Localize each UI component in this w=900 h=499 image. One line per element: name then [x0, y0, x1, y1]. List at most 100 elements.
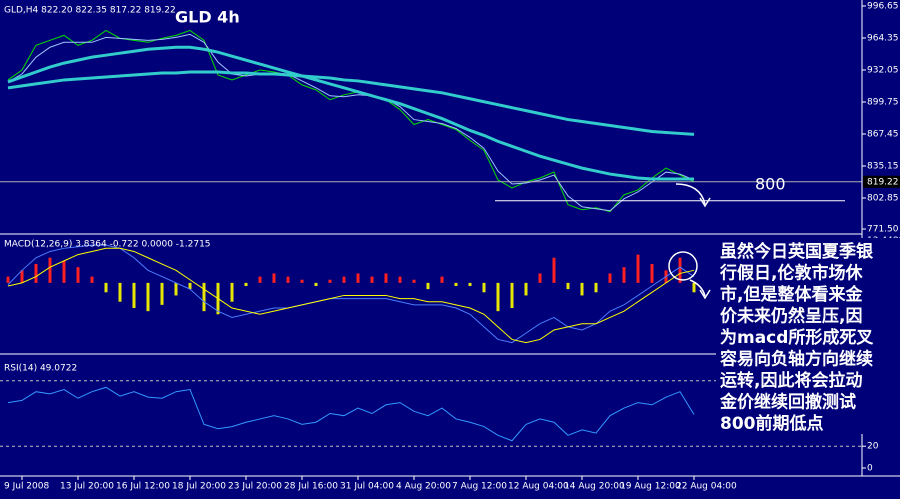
series-line	[7, 45, 694, 181]
histogram-bar	[118, 282, 122, 302]
histogram-bar	[160, 282, 164, 305]
annotation-line: 为macd所形成死叉	[720, 327, 874, 348]
histogram-bar	[34, 264, 38, 283]
histogram-bar	[342, 276, 346, 283]
histogram-bar	[356, 273, 360, 283]
x-tick-label: 31 Jul 04:00	[340, 482, 394, 492]
y-tick-label: 932.05	[867, 65, 899, 75]
arrow	[689, 279, 706, 297]
histogram-bar	[426, 282, 430, 290]
circle	[668, 251, 698, 281]
histogram-bar	[636, 254, 640, 283]
chart-title: GLD 4h	[175, 8, 240, 27]
series-line	[7, 244, 695, 344]
histogram-bar	[622, 267, 626, 283]
histogram-bar	[594, 282, 598, 293]
annotation-line: 行假日,伦敦市场休	[719, 263, 863, 284]
histogram-bar	[650, 264, 654, 283]
histogram-bar	[20, 270, 24, 283]
x-tick-label: 7 Aug 12:00	[452, 482, 507, 492]
header: RSI(14) 49.0722	[4, 364, 77, 374]
histogram-bar	[454, 282, 458, 287]
annotation-line: 价未来仍然呈压,因	[720, 306, 862, 327]
header: GLD,H4 822.20 822.35 817.22 819.22	[4, 6, 176, 16]
histogram-bar	[272, 273, 276, 283]
histogram-bar	[692, 282, 696, 293]
histogram-bar	[482, 282, 486, 293]
x-tick-label: 23 Jul 20:00	[228, 482, 282, 492]
histogram-bar	[552, 257, 556, 283]
histogram-bar	[678, 257, 682, 283]
x-tick-label: 18 Jul 20:00	[172, 482, 226, 492]
histogram-bar	[300, 279, 304, 283]
histogram-bar	[538, 273, 542, 283]
x-tick-label: 16 Jul 12:00	[116, 482, 170, 492]
x-tick-label: 28 Jul 16:00	[284, 482, 338, 492]
annotation-line: 运转,因此将会拉动	[720, 370, 862, 391]
histogram-bar	[174, 282, 178, 296]
support-label: 800	[755, 174, 786, 193]
x-tick-label: 12 Aug 04:00	[508, 482, 569, 492]
y-tick-label: 964.35	[867, 33, 899, 43]
plot	[0, 29, 862, 447]
histogram-bar	[398, 276, 402, 283]
histogram-bar	[524, 282, 528, 296]
y-tick-label: 867.45	[867, 129, 899, 139]
annotation-line: 容易向负轴方向继续	[720, 349, 873, 370]
histogram-bar	[608, 273, 612, 283]
y-tick-label: 996.65	[867, 1, 899, 11]
histogram-bar	[314, 282, 318, 287]
last-price-label: 819.22	[867, 177, 899, 187]
annotation-line: 虽然今日英国夏季银	[720, 241, 874, 262]
x-tick-label: 9 Jul 2008	[4, 482, 49, 492]
histogram-bar	[258, 276, 262, 283]
arrow-head	[699, 197, 711, 208]
y-tick-label: 20	[867, 442, 879, 452]
annotation-line: 800前期低点	[720, 413, 824, 434]
histogram-bar	[230, 282, 234, 302]
histogram-bar	[76, 267, 80, 283]
last-price-box	[863, 175, 900, 188]
histogram-bar	[244, 282, 248, 287]
histogram-bar	[62, 260, 66, 283]
histogram-bar	[188, 282, 192, 290]
histogram-bar	[412, 279, 416, 283]
histogram-bar	[496, 282, 500, 312]
histogram-bar	[510, 282, 514, 309]
series-line	[7, 247, 695, 344]
histogram-bar	[580, 282, 584, 296]
annotation-line: 市,但是整体看来金	[720, 284, 863, 305]
histogram-bar	[90, 276, 94, 283]
series-line	[7, 386, 695, 442]
arrows	[668, 183, 711, 300]
y-tick-label: 802.85	[867, 193, 899, 203]
y-tick-label: 899.75	[867, 97, 899, 107]
histogram-bar	[384, 273, 388, 283]
histogram-bar	[6, 276, 10, 283]
histogram-bar	[370, 276, 374, 283]
histogram-bar	[566, 282, 570, 290]
x-tick-label: 22 Aug 04:00	[676, 482, 737, 492]
annotation-line: 金价继续回撤测试	[719, 392, 856, 413]
x-tick-label: 19 Aug 12:00	[620, 482, 681, 492]
histogram-bar	[202, 282, 206, 312]
header: MACD(12,26,9) 3.8364 -0.722 0.0000 -1.27…	[4, 240, 211, 250]
x-tick-label: 4 Aug 20:00	[396, 482, 451, 492]
histogram-bar	[468, 282, 472, 287]
y-tick-label: 835.15	[867, 161, 899, 171]
histogram-bar	[132, 282, 136, 309]
series-line	[7, 70, 695, 136]
y-tick-label: 0	[867, 464, 873, 474]
annotation-box	[716, 238, 900, 434]
histogram-bar	[440, 276, 444, 283]
y-tick-label: 771.50	[867, 225, 899, 235]
histogram-bar	[286, 276, 290, 283]
x-tick-label: 13 Jul 20:00	[60, 482, 114, 492]
histogram-bar	[104, 282, 108, 293]
arrow	[675, 183, 706, 205]
histogram-bar	[328, 279, 332, 283]
x-tick-label: 14 Aug 20:00	[564, 482, 625, 492]
histogram-bar	[146, 282, 150, 312]
series-line	[7, 33, 695, 212]
